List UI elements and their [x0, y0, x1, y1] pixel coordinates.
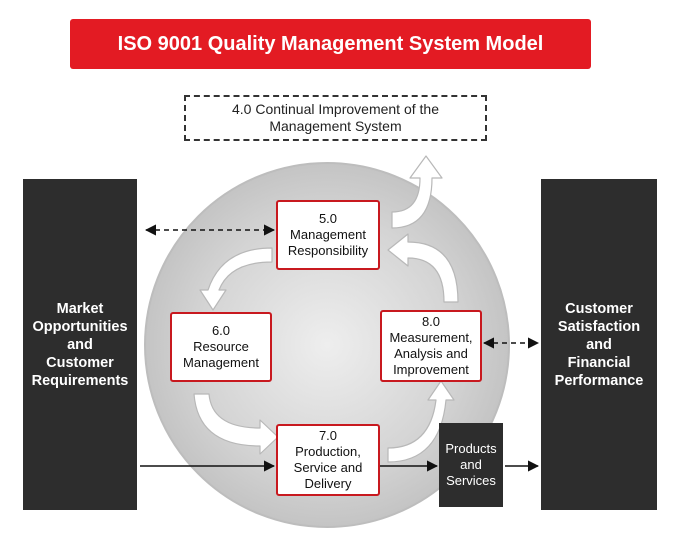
management-responsibility-box: 5.0 Management Responsibility	[276, 200, 380, 270]
resource-management-box: 6.0 Resource Management	[170, 312, 272, 382]
customer-satisfaction-label: Customer Satisfaction and Financial Perf…	[554, 300, 644, 389]
measurement-analysis-label: 8.0 Measurement, Analysis and Improvemen…	[389, 314, 473, 377]
customer-satisfaction-panel: Customer Satisfaction and Financial Perf…	[541, 179, 657, 510]
diagram-title: ISO 9001 Quality Management System Model	[70, 19, 591, 69]
market-requirements-panel: Market Opportunities and Customer Requir…	[23, 179, 137, 510]
cycle-arrow-6-to-7	[193, 393, 279, 455]
products-services-box: Products and Services	[439, 423, 503, 507]
cycle-arrow-to-improvement	[391, 155, 443, 229]
measurement-analysis-box: 8.0 Measurement, Analysis and Improvemen…	[380, 310, 482, 382]
market-requirements-label: Market Opportunities and Customer Requir…	[31, 300, 129, 389]
products-services-label: Products and Services	[445, 441, 497, 488]
management-responsibility-label: 5.0 Management Responsibility	[287, 211, 369, 258]
continual-improvement-box: 4.0 Continual Improvement of the Managem…	[184, 95, 487, 141]
production-service-label: 7.0 Production, Service and Delivery	[293, 428, 363, 491]
cycle-arrow-7-to-8	[387, 380, 455, 463]
cycle-arrow-5-to-6	[199, 247, 273, 311]
resource-management-label: 6.0 Resource Management	[183, 323, 259, 370]
production-service-box: 7.0 Production, Service and Delivery	[276, 424, 380, 496]
cycle-arrow-8-to-5	[387, 233, 459, 303]
